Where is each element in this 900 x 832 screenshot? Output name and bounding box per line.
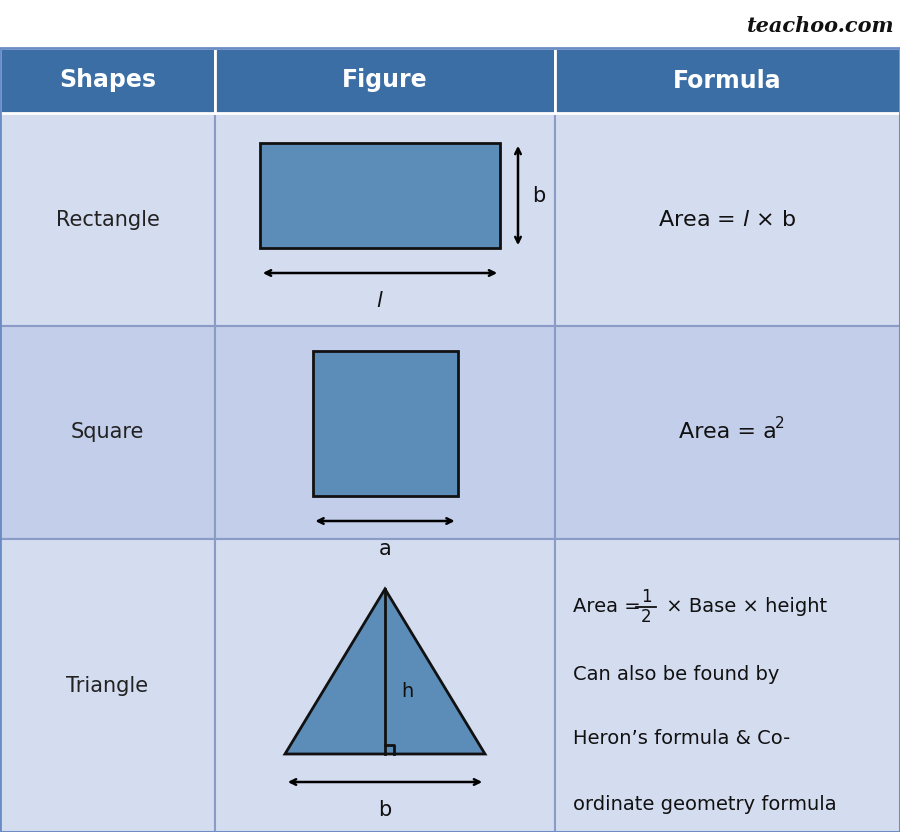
Text: b: b — [378, 800, 392, 820]
Bar — [0, 113, 215, 326]
Text: Rectangle: Rectangle — [56, 210, 159, 230]
Text: Area = $\it{l}$ × b: Area = $\it{l}$ × b — [658, 210, 796, 230]
Text: 2: 2 — [641, 608, 652, 626]
Bar — [555, 48, 900, 113]
Bar — [555, 539, 900, 832]
Text: Square: Square — [71, 423, 144, 443]
Text: h: h — [401, 682, 413, 701]
Text: × Base × height: × Base × height — [660, 597, 827, 617]
Text: a: a — [379, 539, 392, 559]
Text: Heron’s formula & Co-: Heron’s formula & Co- — [573, 730, 790, 749]
Polygon shape — [285, 589, 485, 754]
Bar — [555, 326, 900, 539]
Text: teachoo.com: teachoo.com — [747, 17, 895, 37]
Bar — [215, 48, 555, 113]
Text: Triangle: Triangle — [67, 676, 148, 696]
Bar — [312, 351, 457, 496]
Text: Area =: Area = — [573, 597, 647, 617]
Bar — [215, 539, 555, 832]
Text: Area = a: Area = a — [679, 423, 777, 443]
Bar — [260, 143, 500, 248]
Bar — [215, 113, 555, 326]
Text: ordinate geometry formula: ordinate geometry formula — [573, 795, 837, 814]
Text: 2: 2 — [775, 416, 784, 431]
Text: Can also be found by: Can also be found by — [573, 665, 779, 684]
Text: $\it{l}$: $\it{l}$ — [376, 291, 384, 311]
Text: b: b — [532, 186, 545, 206]
Bar — [0, 326, 215, 539]
Bar — [555, 113, 900, 326]
Bar — [0, 539, 215, 832]
Text: Shapes: Shapes — [59, 68, 156, 92]
Text: 1: 1 — [641, 588, 652, 606]
Bar — [0, 48, 215, 113]
Text: Formula: Formula — [673, 68, 782, 92]
Bar — [215, 326, 555, 539]
Text: Figure: Figure — [342, 68, 428, 92]
